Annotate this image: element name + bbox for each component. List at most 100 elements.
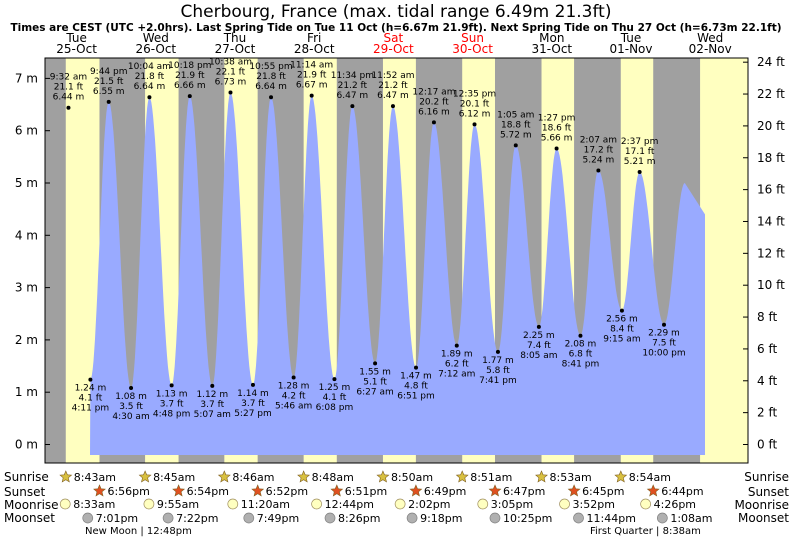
tide-point (619, 308, 624, 313)
low-tide-label: 3.7 ft (241, 399, 265, 409)
day-name: Mon (539, 31, 564, 45)
tide-point (88, 377, 93, 382)
tide-point (662, 322, 666, 327)
left-tick-label: 0 m (15, 438, 38, 452)
high-tide-label: 6.47 m (337, 91, 369, 101)
low-tide-label: 7.5 ft (652, 339, 676, 349)
tide-point (66, 105, 71, 110)
tide-point (414, 365, 419, 370)
low-tide-label: 4.1 ft (323, 393, 347, 403)
tide-point (291, 375, 296, 380)
tide-point (187, 94, 192, 99)
sunrise-time: 8:43am (74, 471, 116, 484)
high-tide-label: 11:34 pm (331, 71, 374, 81)
right-tick-label: 16 ft (757, 183, 785, 197)
low-tide-label: 5:46 am (275, 402, 312, 412)
tide-point (169, 383, 174, 388)
moonrise-icon (559, 498, 570, 510)
moonset-time: 7:01pm (96, 512, 138, 525)
high-tide-label: 5.21 m (624, 157, 656, 167)
sunset-time: 6:45pm (582, 485, 624, 498)
sunrise-time: 8:54am (629, 471, 671, 484)
low-tide-label: 7:12 am (438, 370, 475, 380)
tide-point (350, 104, 355, 109)
low-tide-label: 8:41 pm (562, 360, 600, 370)
high-tide-label: 6.73 m (215, 78, 247, 88)
high-tide-label: 21.8 ft (135, 72, 165, 82)
tide-point (129, 386, 134, 391)
day-name: Thu (223, 31, 247, 45)
low-tide-label: 1.13 m (156, 389, 188, 399)
day-name: Tue (620, 31, 642, 45)
day-name: Sun (461, 31, 484, 45)
tide-point (536, 324, 541, 329)
moonrise-icon (640, 498, 651, 510)
moonset-icon (656, 512, 668, 524)
high-tide-label: 9:44 pm (90, 67, 128, 77)
tide-point (454, 343, 459, 348)
tide-point (309, 93, 314, 98)
sunrise-icon (297, 470, 311, 483)
right-tick-label: 8 ft (757, 310, 777, 324)
low-tide-label: 4:11 pm (72, 404, 110, 414)
low-tide-label: 4:48 pm (153, 409, 191, 419)
tide-point (513, 143, 518, 148)
day-date: 29-Oct (373, 42, 414, 56)
moonrise-icon (394, 498, 406, 510)
day-date: 30-Oct (452, 42, 493, 56)
high-tide-label: 17.2 ft (584, 145, 614, 155)
low-tide-label: 7:41 pm (479, 376, 517, 386)
right-tick-label: 20 ft (757, 119, 785, 133)
low-tide-label: 10:00 pm (642, 349, 685, 359)
low-tide-label: 1.89 m (441, 350, 473, 360)
high-tide-label: 1:27 pm (538, 113, 576, 123)
high-tide-label: 12:35 pm (453, 89, 496, 99)
sunrise-icon (614, 470, 628, 483)
tide-point (554, 146, 559, 151)
high-tide-label: 21.5 ft (94, 77, 124, 87)
right-tick-label: 24 ft (757, 55, 785, 69)
left-tick-label: 3 m (15, 281, 38, 295)
sunrise-time: 8:46am (232, 471, 274, 484)
sunset-icon (172, 484, 186, 497)
high-tide-label: 5.24 m (583, 155, 615, 165)
sunrise-icon (59, 470, 73, 483)
moonrise-icon (59, 498, 71, 510)
day-date: 27-Oct (215, 42, 256, 56)
sunset-time: 6:54pm (187, 485, 229, 498)
sunrise-row-label-right: Sunrise (744, 470, 789, 484)
high-tide-label: 11:52 am (371, 71, 414, 81)
tide-point (250, 382, 255, 387)
moonset-time: 10:25pm (503, 512, 552, 525)
sunrise-time: 8:50am (391, 471, 433, 484)
high-tide-label: 18.6 ft (542, 123, 572, 133)
tide-point (332, 377, 337, 382)
moonset-time: 7:49pm (257, 512, 299, 525)
low-tide-label: 1.08 m (115, 392, 147, 402)
chart-subtitle: Times are CEST (UTC +2.0hrs). Last Sprin… (10, 22, 781, 34)
day-date: 01-Nov (609, 42, 652, 56)
moonset-time: 8:26pm (338, 512, 380, 525)
moonrise-time: 3:05pm (491, 498, 533, 511)
moonrise-icon (477, 498, 489, 510)
low-tide-label: 6:08 pm (316, 403, 354, 413)
high-tide-label: 20.2 ft (419, 97, 449, 107)
low-tide-label: 2.29 m (648, 329, 680, 339)
moon-phase-label: New Moon | 12:48pm (85, 526, 192, 537)
low-tide-label: 6.2 ft (445, 360, 469, 370)
moonset-icon (324, 512, 336, 524)
left-tick-label: 2 m (15, 333, 38, 347)
low-tide-label: 1.12 m (196, 390, 228, 400)
high-tide-label: 2:07 am (580, 135, 617, 145)
low-tide-label: 6:27 am (356, 387, 393, 397)
day-date: 31-Oct (531, 42, 572, 56)
low-tide-label: 1.55 m (359, 367, 391, 377)
left-tick-label: 7 m (15, 71, 38, 85)
tide-point (495, 349, 500, 354)
sunrise-icon (138, 470, 152, 483)
moonrise-icon (227, 498, 239, 510)
low-tide-label: 1.47 m (400, 372, 432, 382)
low-tide-label: 6.8 ft (569, 350, 593, 360)
